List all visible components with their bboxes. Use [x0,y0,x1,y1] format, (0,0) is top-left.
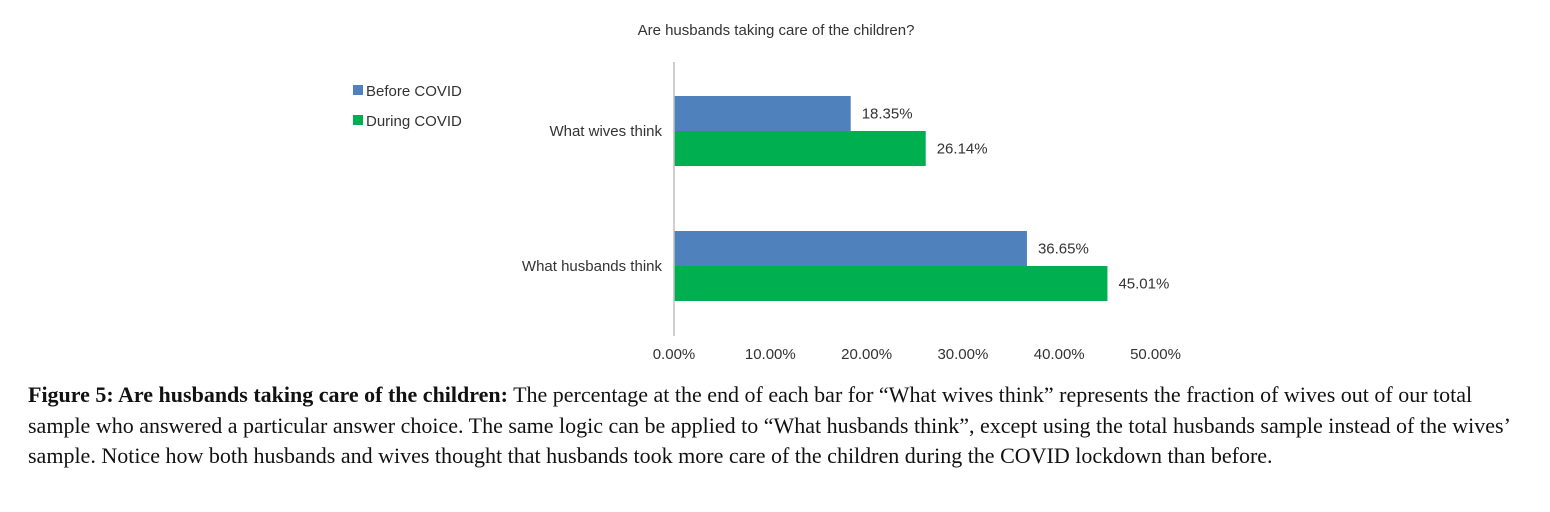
x-tick-labels-group: 0.00% 10.00% 20.00% 30.00% 40.00% 50.00% [653,346,1181,363]
legend-label: Before COVID [366,83,462,100]
x-tick-label: 40.00% [1034,346,1085,363]
bars-group [674,96,1108,301]
figure-caption: Figure 5: Are husbands taking care of th… [28,380,1524,472]
x-tick-label: 10.00% [745,346,796,363]
category-labels-group: What wives think What husbands think [522,123,663,275]
x-tick-label: 50.00% [1130,346,1181,363]
chart-legend: Before COVID During COVID [353,83,462,130]
category-label: What husbands think [522,258,663,275]
bar-during-wives [674,131,926,166]
bar-before-wives [674,96,851,131]
legend-swatch [353,115,363,125]
x-tick-label: 30.00% [937,346,988,363]
caption-text: The percentage at the end of each bar fo… [28,382,1510,468]
x-tick-label: 0.00% [653,346,696,363]
bar-value-label: 26.14% [937,141,988,158]
bar-value-label: 45.01% [1118,276,1169,293]
x-tick-label: 20.00% [841,346,892,363]
caption-label: Figure 5: Are husbands taking care of th… [28,382,508,407]
category-label: What wives think [549,123,662,140]
bar-value-label: 36.65% [1038,241,1089,258]
bar-before-husbands [674,231,1027,266]
bar-during-husbands [674,266,1108,301]
bar-chart: Are husbands taking care of the children… [353,22,1181,363]
bar-labels-group: 18.35% 26.14% 36.65% 45.01% [862,106,1170,293]
legend-swatch [353,85,363,95]
legend-label: During COVID [366,113,462,130]
bar-value-label: 18.35% [862,106,913,123]
chart-title: Are husbands taking care of the children… [638,22,915,39]
